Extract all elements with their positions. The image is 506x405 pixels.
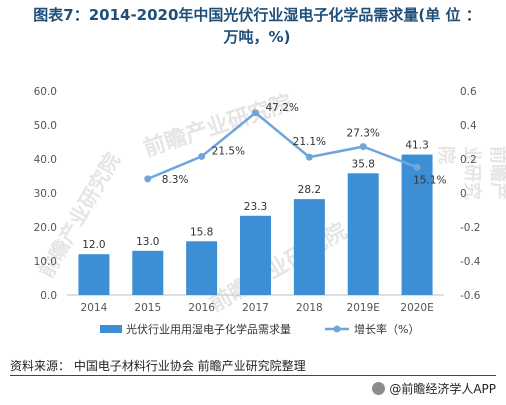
x-tick-label: 2020E [400,302,433,314]
x-tick-label: 2016 [188,302,215,314]
y-right-tick-label: -0.6 [460,290,481,302]
y-left-tick-label: 30.0 [34,188,57,200]
chart-title-line2: 万吨，%) [223,28,291,46]
growth-value-label: 21.5% [212,145,245,157]
source-note: 资料来源： 中国电子材料行业协会 前瞻产业研究院整理 [10,359,306,373]
x-tick-label: 2018 [296,302,323,314]
x-tick-label: 2015 [134,302,161,314]
bar [132,250,164,295]
legend-marker-line [333,325,341,333]
bar [293,199,325,295]
bar [186,241,218,295]
legend-label-bars: 光伏行业用用湿电子化学品需求量 [126,322,291,336]
x-tick-label: 2017 [242,302,269,314]
y-right-tick-label: 0 [460,188,467,200]
legend-swatch-bars [100,325,122,333]
legend-label-line: 增长率（%） [354,322,419,336]
y-left-tick-label: 40.0 [34,154,57,166]
bar-value-label: 35.8 [352,158,375,170]
bar [78,254,110,295]
brand-logo-icon [372,382,386,395]
growth-point [144,175,152,183]
y-right-tick-label: 0.6 [460,86,477,98]
y-left-tick-label: 50.0 [34,120,57,132]
y-right-tick-label: -0.2 [460,222,481,234]
growth-point [413,163,421,171]
growth-point [359,143,367,151]
x-tick-label: 2019E [347,302,380,314]
chart-title-line1: 图表7：2014-2020年中国光伏行业湿电子化学品需求量(单 位 ： [33,6,481,24]
bar-value-label: 23.3 [244,201,267,213]
growth-value-label: 27.3% [347,128,380,140]
bar-value-label: 15.8 [190,226,213,238]
bar-value-label: 12.0 [82,239,105,251]
bar [347,173,379,295]
growth-value-label: 15.1% [413,174,446,186]
growth-value-label: 47.2% [266,102,299,114]
brand: @前瞻经济学人APP [372,380,496,397]
chart: 0.0 10.0 20.0 30.0 40.0 50.0 60.0 -0.6 -0.4 -0.2 0… [34,86,481,336]
bar-value-label: 13.0 [136,236,159,248]
y-left-tick-label: 10.0 [34,256,57,268]
growth-point [305,153,313,161]
y-left-tick-label: 0.0 [40,290,57,302]
growth-value-label: 8.3% [162,174,189,186]
footer-divider [10,375,496,376]
bar-value-label: 28.2 [298,184,321,196]
bar-value-label: 41.3 [405,140,428,152]
growth-value-label: 21.1% [293,136,326,148]
y-right-tick-label: 0.2 [460,154,477,166]
x-tick-label: 2014 [81,302,108,314]
y-left-tick-label: 20.0 [34,222,57,234]
y-left-tick-label: 60.0 [34,86,57,98]
growth-line [147,111,418,181]
bar [401,154,433,295]
y-right-tick-label: 0.4 [460,120,477,132]
brand-label: @前瞻经济学人APP [389,382,496,396]
chart-title: 图表7：2014-2020年中国光伏行业湿电子化学品需求量(单 位 ： 万吨，%… [22,4,492,48]
growth-point [198,152,206,160]
growth-point [252,109,259,117]
bar [240,215,271,295]
y-right-tick-label: -0.4 [460,256,481,268]
